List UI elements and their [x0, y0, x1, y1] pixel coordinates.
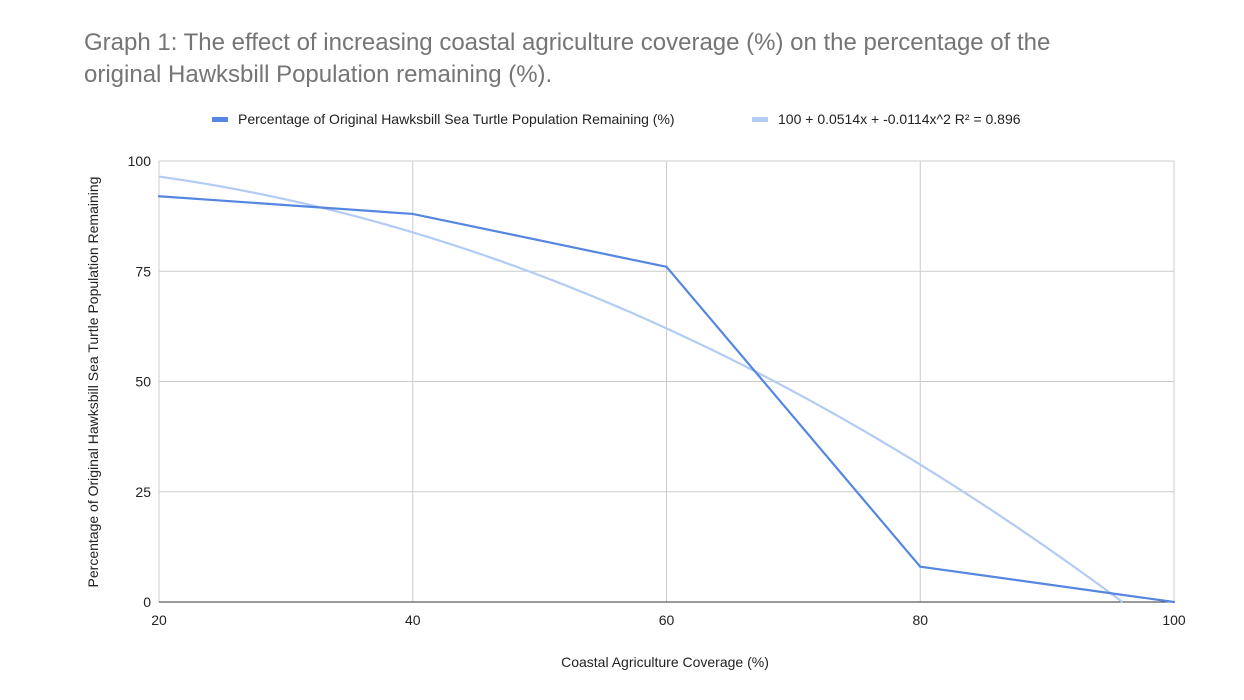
x-axis-label: Coastal Agriculture Coverage (%): [561, 654, 769, 670]
chart-title-line-1: Graph 1: The effect of increasing coasta…: [84, 29, 1050, 56]
series-layer: [157, 195, 1176, 604]
series-point: [665, 265, 668, 268]
series-point: [411, 212, 414, 216]
y-axis-label: Percentage of Original Hawksbill Sea Tur…: [85, 177, 101, 588]
legend-label-series: Percentage of Original Hawksbill Sea Tur…: [238, 111, 675, 127]
trendline-layer: [158, 175, 1124, 603]
trendline: [158, 175, 1124, 603]
series-point: [1172, 600, 1176, 604]
legend-label-trendline: 100 + 0.0514x + -0.0114x^2 R² = 0.896: [778, 111, 1021, 127]
tick-labels: 20 40 60 80 100 0 25 50 75 100: [128, 153, 1186, 628]
y-tick-label: 50: [135, 374, 151, 390]
y-tick-label: 25: [135, 484, 151, 500]
x-tick-label: 40: [405, 612, 421, 628]
legend-swatch-series: [212, 117, 228, 122]
series-point: [157, 195, 161, 198]
x-tick-label: 80: [912, 612, 928, 628]
gridlines: [158, 160, 1175, 603]
legend: Percentage of Original Hawksbill Sea Tur…: [212, 111, 1021, 127]
y-tick-label: 100: [128, 153, 152, 169]
legend-swatch-trendline: [752, 117, 768, 122]
x-tick-label: 60: [659, 612, 675, 628]
chart-title-line-2: original Hawksbill Population remaining …: [84, 61, 552, 88]
series-point: [919, 565, 922, 568]
x-tick-label: 100: [1162, 612, 1186, 628]
x-tick-label: 20: [151, 612, 167, 628]
y-tick-label: 75: [135, 263, 151, 279]
y-tick-label: 0: [143, 594, 151, 610]
